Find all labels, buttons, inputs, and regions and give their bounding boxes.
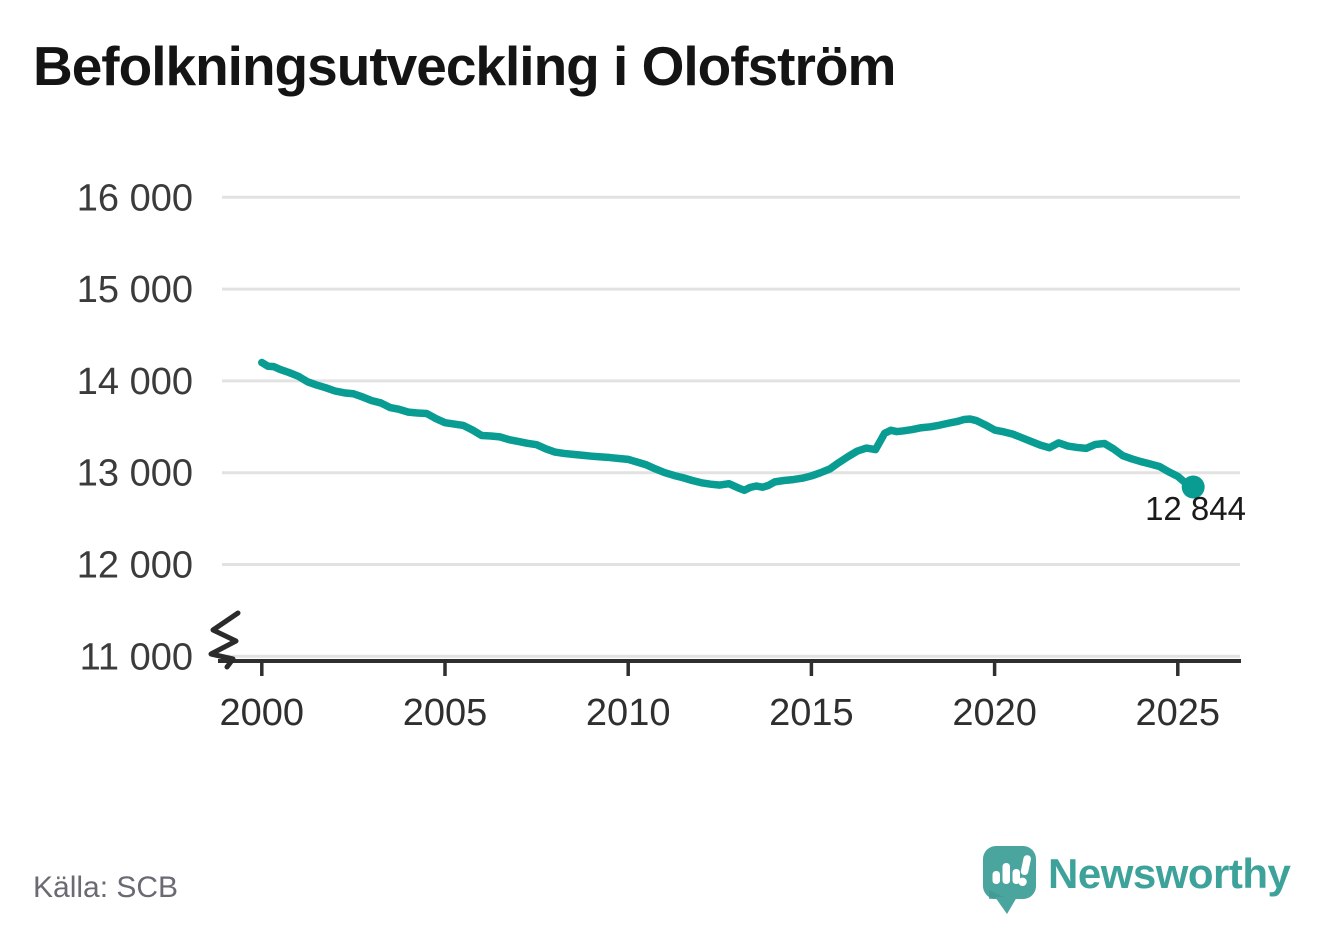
x-axis-tick [260,661,264,676]
x-axis-line [218,659,1241,663]
newsworthy-wordmark: Newsworthy [1048,850,1291,897]
latest-value-dot [1181,475,1205,499]
y-axis-tick-label: 11 000 [80,636,193,678]
source-attribution: Källa: SCB [33,871,179,904]
y-axis-tick-label: 16 000 [77,177,193,219]
x-axis-tick-label: 2010 [586,692,671,734]
population-line [258,358,1197,495]
x-axis-tick-label: 2020 [952,692,1037,734]
x-axis-tick-label: 2015 [769,692,854,734]
x-axis-tick [443,661,447,676]
chart-title: Befolkningsutveckling i Olofström [33,35,896,97]
x-axis-tick-label: 2000 [220,692,305,734]
x-axis-tick-label: 2005 [403,692,488,734]
x-axis-tick [1176,661,1180,676]
y-axis-tick-label: 12 000 [77,545,193,587]
y-axis-tick-label: 14 000 [77,361,193,403]
x-axis-tick [809,661,814,676]
y-axis-tick-label: 13 000 [77,453,193,495]
y-axis-tick-label: 15 000 [77,269,193,311]
x-axis-tick-label: 2025 [1136,692,1221,734]
x-axis-tick [992,661,997,676]
x-axis-tick [626,661,630,676]
newsworthy-brand: Newsworthy [983,846,1291,916]
axis-break-icon [208,610,241,670]
newsworthy-speech-bubble-chart-icon [983,846,1036,914]
latest-value-annotation: 12 844 [1145,490,1246,527]
